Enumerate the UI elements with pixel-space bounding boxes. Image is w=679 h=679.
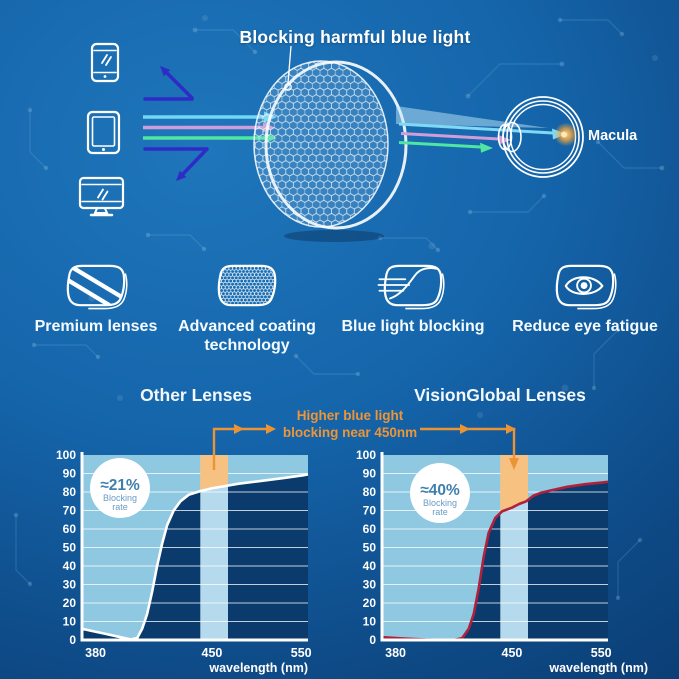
svg-text:60: 60 (363, 522, 377, 536)
chart-visionglobal-lenses: 0 10 20 30 40 50 60 70 80 90 100 380 450 550 wavelengt… (352, 446, 662, 678)
svg-text:80: 80 (63, 485, 77, 499)
chart-title-visionglobal-lenses: VisionGlobal Lenses (414, 385, 586, 405)
blue-ray-reflected-up (143, 66, 194, 101)
monitor-icon (78, 176, 125, 217)
svg-text:0: 0 (69, 633, 76, 647)
hero-diagram (78, 42, 584, 242)
svg-text:100: 100 (56, 448, 76, 462)
svg-text:rate: rate (112, 502, 128, 512)
svg-text:550: 550 (291, 646, 312, 660)
tablet-icon (86, 110, 121, 155)
filtered-violet-ray (400, 132, 511, 145)
svg-text:30: 30 (63, 578, 77, 592)
svg-text:70: 70 (63, 504, 77, 518)
feature-label: Premium lenses (34, 318, 158, 335)
svg-text:Blocking: Blocking (103, 493, 137, 503)
chart-visionglobal-lenses-plot: 0 10 20 30 40 50 60 70 80 90 100 380 450 550wavelengt… (356, 448, 648, 675)
svg-text:90: 90 (363, 467, 377, 481)
annotation-line-2: blocking near 450nm (282, 425, 418, 440)
svg-text:≈21%: ≈21% (100, 477, 140, 494)
svg-text:Blocking: Blocking (423, 498, 457, 508)
feature-label: Blue light blocking (341, 318, 485, 335)
coating-lens-icon (217, 264, 277, 307)
svg-text:≈40%: ≈40% (420, 482, 460, 499)
svg-text:60: 60 (63, 522, 77, 536)
svg-text:80: 80 (363, 485, 377, 499)
smartphone-icon (90, 42, 120, 83)
eye-diagram (497, 96, 584, 178)
feature-label: Reduce eye fatigue (512, 318, 658, 335)
blue-light-annotation: Higher blue light blocking near 450nm (262, 407, 438, 441)
filtered-green-ray (398, 141, 493, 153)
svg-text:40: 40 (63, 559, 77, 573)
feature-premium-lenses: Premium lenses (11, 262, 181, 336)
chart-other-lenses-plot: 0 10 20 30 40 50 60 70 80 90 100 380 450 550wavelengt… (56, 448, 312, 675)
annotation-line-1: Higher blue light (296, 408, 404, 423)
svg-text:10: 10 (363, 615, 377, 629)
coated-lens-graphic (253, 60, 408, 242)
svg-text:rate: rate (432, 507, 448, 517)
title-leader-line (284, 45, 292, 91)
feature-label: Advanced coating technology (178, 318, 316, 354)
svg-text:20: 20 (63, 596, 77, 610)
svg-text:70: 70 (363, 504, 377, 518)
macula-label: Macula (588, 128, 638, 144)
svg-text:wavelength (nm): wavelength (nm) (208, 661, 308, 675)
hero-title: Blocking harmful blue light (239, 27, 471, 47)
eye-glyph (564, 276, 604, 295)
macula-glow (554, 122, 578, 147)
feature-reduce-eye-fatigue: Reduce eye fatigue (500, 262, 670, 336)
svg-text:90: 90 (63, 467, 77, 481)
blue-ray-reflected-down (143, 147, 209, 181)
svg-text:450: 450 (502, 646, 523, 660)
svg-text:550: 550 (591, 646, 612, 660)
svg-text:0: 0 (369, 633, 376, 647)
svg-text:40: 40 (363, 559, 377, 573)
svg-text:450: 450 (202, 646, 223, 660)
chart-title-other-lenses: Other Lenses (140, 385, 252, 405)
feature-blue-light-blocking: Blue light blocking (328, 262, 498, 336)
svg-text:wavelength (nm): wavelength (nm) (548, 661, 648, 675)
svg-text:380: 380 (385, 646, 406, 660)
feature-advanced-coating: Advanced coating technology (162, 262, 332, 355)
svg-text:30: 30 (363, 578, 377, 592)
svg-text:10: 10 (63, 615, 77, 629)
eye-fatigue-lens-icon (555, 264, 617, 310)
svg-text:100: 100 (356, 448, 376, 462)
svg-text:50: 50 (63, 541, 77, 555)
svg-text:50: 50 (363, 541, 377, 555)
premium-lens-icon (66, 264, 128, 310)
svg-text:380: 380 (85, 646, 106, 660)
blue-light-blocking-lens-icon (377, 264, 445, 310)
annotation-connectors (212, 424, 519, 470)
svg-text:20: 20 (363, 596, 377, 610)
chart-other-lenses: 0 10 20 30 40 50 60 70 80 90 100 380 450 550 wavelengt… (52, 446, 362, 678)
